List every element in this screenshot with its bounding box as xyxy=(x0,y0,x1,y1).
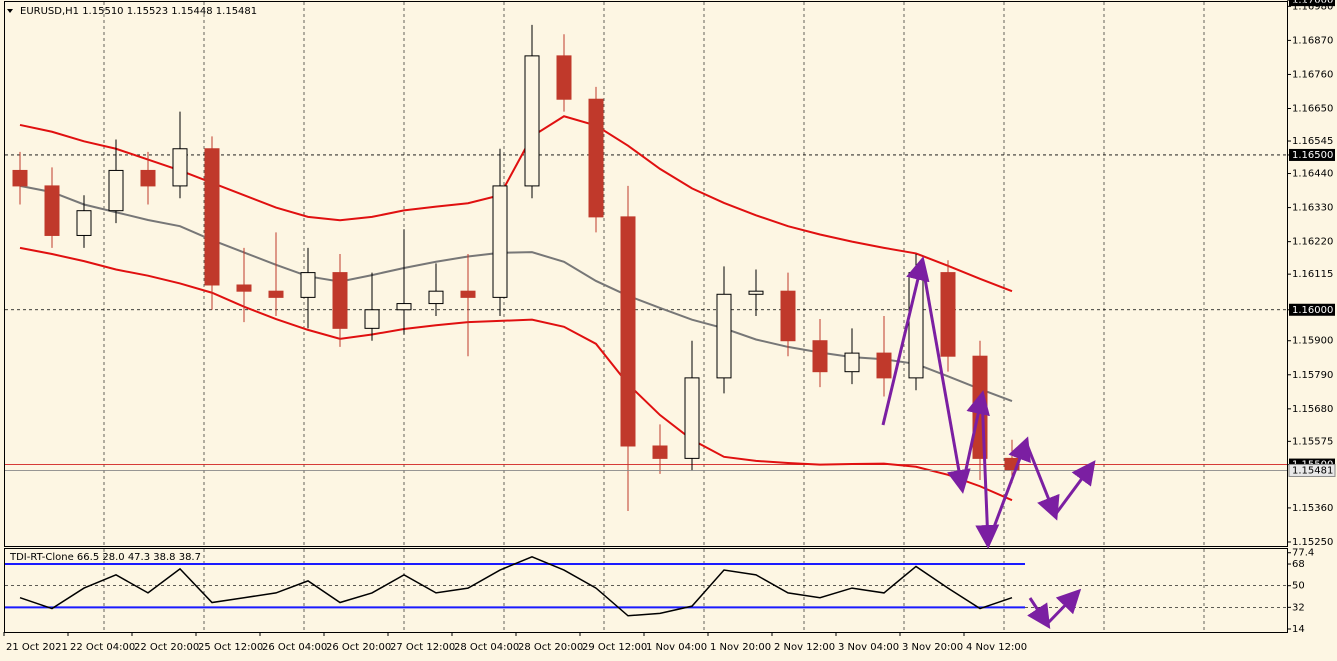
candle-body xyxy=(620,216,636,447)
drawing-arrow xyxy=(881,256,930,426)
y-tick-label: 14 xyxy=(1292,624,1305,635)
x-tick-label: 3 Nov 20:00 xyxy=(902,642,963,653)
x-tick-label: 3 Nov 04:00 xyxy=(838,642,899,653)
candle-body xyxy=(428,290,444,305)
price-box xyxy=(1289,148,1335,161)
y-tick-label: 1.15250 xyxy=(1292,537,1333,548)
y-tick-label: 1.15360 xyxy=(1292,503,1333,514)
last-price-label: 1.15481 xyxy=(1292,465,1333,476)
y-tick-label: 50 xyxy=(1292,581,1305,592)
drawing-arrow xyxy=(975,395,1000,549)
vertical-grid xyxy=(103,2,1205,632)
candle-body xyxy=(396,303,412,311)
candle-body xyxy=(140,169,156,187)
candle-body xyxy=(236,284,252,292)
candle-body xyxy=(684,377,700,459)
x-tick-label: 1 Nov 04:00 xyxy=(646,642,707,653)
candle-body xyxy=(524,55,540,187)
x-tick-label: 26 Oct 20:00 xyxy=(326,642,391,653)
chart-title: EURUSD,H1 1.15510 1.15523 1.15448 1.1548… xyxy=(20,6,257,17)
x-tick-label: 21 Oct 2021 xyxy=(6,642,68,653)
y-tick-label: 1.15900 xyxy=(1292,336,1333,347)
drawing-arrow xyxy=(960,390,990,489)
drawing-arrow xyxy=(1027,597,1051,630)
y-tick-label: 1.16440 xyxy=(1292,169,1333,180)
y-tick-label: 1.16870 xyxy=(1292,35,1333,46)
candle-body xyxy=(300,272,316,298)
x-tick-label: 26 Oct 04:00 xyxy=(262,642,327,653)
candle-body xyxy=(76,210,92,236)
candle-body xyxy=(748,290,764,295)
candle-body xyxy=(332,272,348,329)
drawing-arrow xyxy=(920,261,971,494)
candle-body xyxy=(844,352,860,373)
last-price-box xyxy=(1288,463,1336,477)
y-tick-label: 1.16500 xyxy=(1292,150,1333,161)
price-box xyxy=(1289,303,1335,316)
y-tick-label: 77.4 xyxy=(1292,548,1314,559)
candle-body xyxy=(716,293,732,379)
candle-body xyxy=(876,352,892,379)
drawing-arrow xyxy=(1045,588,1082,626)
y-tick-label: 1.16650 xyxy=(1292,104,1333,115)
drawing-arrow xyxy=(1053,460,1096,516)
x-tick-label: 29 Oct 12:00 xyxy=(582,642,647,653)
y-tick-label: 1.15680 xyxy=(1292,404,1333,415)
candle-body xyxy=(364,309,380,329)
y-tick-label: 1.15575 xyxy=(1292,436,1333,447)
x-tick-label: 22 Oct 20:00 xyxy=(134,642,199,653)
price-box xyxy=(1289,0,1335,7)
indicator-line xyxy=(19,556,1013,617)
band-line xyxy=(19,246,1013,502)
drawing-arrow xyxy=(1024,441,1060,521)
menu-arrow[interactable] xyxy=(7,9,13,13)
x-tick-label: 2 Nov 12:00 xyxy=(774,642,835,653)
y-tick-label: 1.16000 xyxy=(1292,305,1333,316)
candle-body xyxy=(44,185,60,236)
x-tick-label: 4 Nov 12:00 xyxy=(966,642,1027,653)
x-tick-label: 27 Oct 12:00 xyxy=(390,642,455,653)
y-tick-label: 1.16760 xyxy=(1292,69,1333,80)
candle-body xyxy=(556,55,572,100)
x-tick-label: 28 Oct 20:00 xyxy=(518,642,583,653)
y-tick-label: 1.16545 xyxy=(1292,136,1333,147)
y-tick-label: 32 xyxy=(1292,602,1305,613)
indicator-frame xyxy=(4,548,1288,633)
y-tick-label: 1.16980 xyxy=(1292,1,1333,12)
candle-body xyxy=(780,290,796,342)
indicator-title: TDI-RT-Clone 66.5 28.0 47.3 38.8 38.7 xyxy=(9,552,201,563)
candle-body xyxy=(172,148,188,187)
x-tick-label: 22 Oct 04:00 xyxy=(70,642,135,653)
candle-body xyxy=(268,290,284,298)
candle-body xyxy=(940,272,956,357)
candle-body xyxy=(812,340,828,373)
candle-body xyxy=(108,169,124,212)
y-tick-label: 1.16115 xyxy=(1292,269,1333,280)
y-tick-label: 1.16220 xyxy=(1292,237,1333,248)
x-tick-label: 1 Nov 20:00 xyxy=(710,642,771,653)
candle-body xyxy=(204,148,220,286)
x-tick-label: 28 Oct 04:00 xyxy=(454,642,519,653)
y-tick-label: 1.15790 xyxy=(1292,370,1333,381)
y-tick-label: 1.17000 xyxy=(1292,0,1333,6)
candle-body xyxy=(12,169,28,187)
candle-body xyxy=(588,98,604,218)
y-tick-label: 68 xyxy=(1292,559,1305,570)
candle-body xyxy=(492,185,508,298)
candle-body xyxy=(460,290,476,298)
drawing-arrow xyxy=(986,436,1031,544)
y-tick-label: 1.16330 xyxy=(1292,203,1333,214)
candle-body xyxy=(652,445,668,459)
x-tick-label: 25 Oct 12:00 xyxy=(198,642,263,653)
